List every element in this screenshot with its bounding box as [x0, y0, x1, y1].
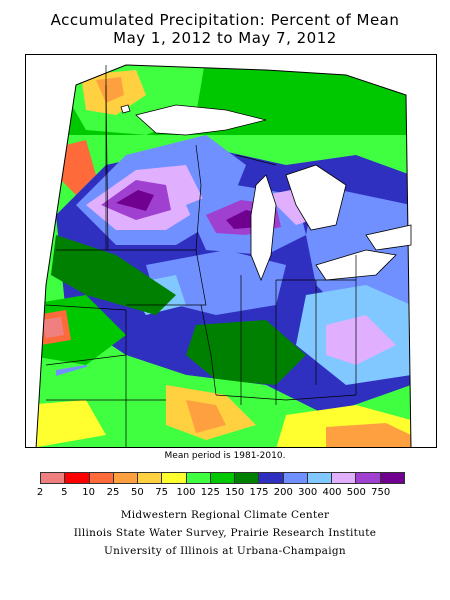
legend-labels: 2 5 10 25 50 75 100 125 150 175 200 300 400 500 750 [0, 487, 450, 501]
region-outline [35, 64, 412, 447]
legend-label: 75 [155, 487, 169, 498]
credit-university: University of Illinois at Urbana-Champai… [104, 545, 346, 557]
legend-swatch [332, 473, 357, 483]
legend-label: 400 [322, 487, 342, 498]
legend-label: 10 [82, 487, 96, 498]
legend-swatch [41, 473, 66, 483]
legend-label: 300 [298, 487, 318, 498]
legend-swatch [283, 473, 308, 483]
legend-swatch [259, 473, 284, 483]
legend-label: 25 [106, 487, 120, 498]
legend-label: 50 [130, 487, 144, 498]
mean-period-note: Mean period is 1981-2010. [164, 451, 286, 461]
credit-survey: Illinois State Water Survey, Prairie Res… [73, 527, 377, 539]
legend-label: 2 [36, 487, 44, 498]
legend-swatch [162, 473, 187, 483]
legend-label: 5 [61, 487, 68, 498]
credit-center: Midwestern Regional Climate Center [120, 509, 330, 521]
map-graphic [35, 64, 412, 447]
map-title: Accumulated Precipitation: Percent of Me… [50, 11, 400, 29]
legend-swatch [89, 473, 114, 483]
legend-swatch [186, 473, 211, 483]
legend-label: 125 [200, 487, 220, 498]
precipitation-contours [36, 65, 411, 447]
legend-swatch [138, 473, 163, 483]
precipitation-map [25, 54, 437, 448]
legend-label: 100 [176, 487, 196, 498]
legend-label: 500 [346, 487, 366, 498]
legend-swatch [380, 473, 404, 483]
state-borders [45, 65, 357, 447]
legend-label: 750 [371, 487, 391, 498]
color-legend [40, 472, 405, 484]
legend-label: 175 [249, 487, 269, 498]
legend-swatch [235, 473, 260, 483]
legend-swatch [65, 473, 90, 483]
legend-label: 200 [273, 487, 293, 498]
map-subtitle-date-range: May 1, 2012 to May 7, 2012 [113, 29, 337, 47]
legend-swatch [307, 473, 333, 483]
legend-swatch [356, 473, 381, 483]
legend-swatch [113, 473, 139, 483]
legend-label: 150 [225, 487, 245, 498]
legend-swatch [210, 473, 236, 483]
